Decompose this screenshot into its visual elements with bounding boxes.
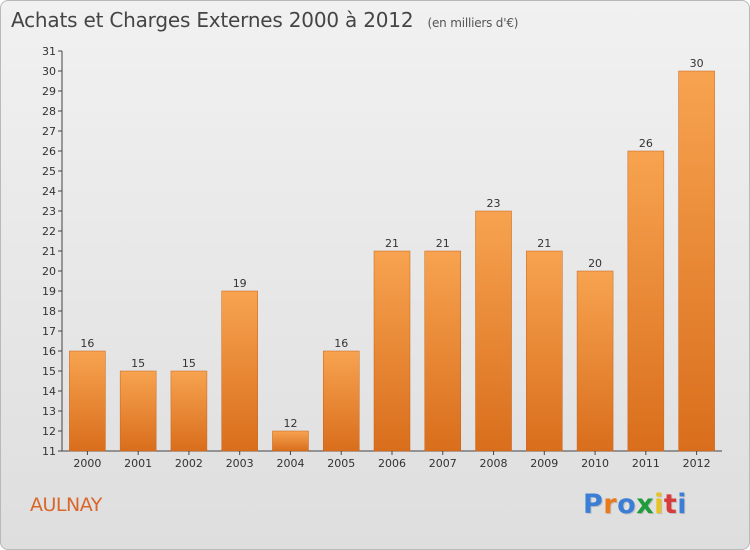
logo-letter: P bbox=[583, 489, 604, 520]
city-name: AULNAY bbox=[30, 494, 102, 516]
bar-value-label: 15 bbox=[131, 357, 145, 370]
x-tick-label: 2012 bbox=[683, 457, 711, 470]
y-tick-label: 18 bbox=[42, 305, 56, 318]
x-tick-label: 2004 bbox=[276, 457, 304, 470]
bar-2000 bbox=[69, 350, 106, 452]
x-tick-label: 2011 bbox=[632, 457, 660, 470]
logo-letter: o bbox=[617, 489, 637, 520]
y-tick-label: 19 bbox=[42, 285, 56, 298]
x-tick-label: 2002 bbox=[175, 457, 203, 470]
y-tick-label: 14 bbox=[42, 385, 56, 398]
y-tick-label: 22 bbox=[42, 225, 56, 238]
y-tick-label: 12 bbox=[42, 425, 56, 438]
bar-2003 bbox=[221, 290, 258, 452]
chart-title-main: Achats et Charges Externes 2000 à 2012 bbox=[11, 8, 414, 32]
bar-2007 bbox=[424, 250, 462, 452]
bar-value-label: 21 bbox=[537, 237, 551, 250]
logo-letter: i bbox=[654, 489, 664, 520]
y-tick-label: 28 bbox=[42, 105, 56, 118]
y-tick-label: 17 bbox=[42, 325, 56, 338]
bar-2009 bbox=[526, 250, 563, 452]
bar-value-label: 19 bbox=[233, 277, 247, 290]
logo-letter: x bbox=[636, 489, 655, 520]
bar-2001 bbox=[119, 370, 157, 452]
y-tick-label: 11 bbox=[42, 445, 56, 458]
bar-value-label: 12 bbox=[283, 417, 297, 430]
bar-value-label: 26 bbox=[639, 137, 653, 150]
proxiti-logo: Proxiti bbox=[583, 489, 687, 520]
bar-value-label: 23 bbox=[487, 197, 501, 210]
bar-value-label: 21 bbox=[436, 237, 450, 250]
y-tick-label: 16 bbox=[42, 345, 56, 358]
y-tick-label: 27 bbox=[42, 125, 56, 138]
y-tick-label: 26 bbox=[42, 145, 56, 158]
bar-2011 bbox=[627, 150, 665, 452]
bar-2004 bbox=[272, 430, 309, 452]
x-tick-label: 2008 bbox=[480, 457, 508, 470]
x-tick-label: 2010 bbox=[581, 457, 609, 470]
y-tick-label: 24 bbox=[42, 185, 56, 198]
bar-value-label: 21 bbox=[385, 237, 399, 250]
logo-letter: t bbox=[663, 489, 678, 520]
chart-title: Achats et Charges Externes 2000 à 2012 (… bbox=[11, 8, 518, 32]
bar-2002 bbox=[170, 370, 208, 452]
bar-value-label: 20 bbox=[588, 257, 602, 270]
bar-2008 bbox=[475, 210, 512, 452]
y-tick-label: 20 bbox=[42, 265, 56, 278]
x-tick-label: 2007 bbox=[429, 457, 457, 470]
bar-value-label: 16 bbox=[334, 337, 348, 350]
bar-value-label: 15 bbox=[182, 357, 196, 370]
x-tick-label: 2005 bbox=[327, 457, 355, 470]
bar-value-label: 30 bbox=[690, 57, 704, 70]
bar-2012 bbox=[678, 70, 715, 452]
bar-value-label: 16 bbox=[80, 337, 94, 350]
chart-title-unit: (en milliers d'€) bbox=[427, 16, 519, 30]
y-tick-label: 21 bbox=[42, 245, 56, 258]
y-tick-label: 29 bbox=[42, 85, 56, 98]
logo-letter: r bbox=[603, 489, 618, 520]
y-tick-label: 13 bbox=[42, 405, 56, 418]
y-tick-label: 25 bbox=[42, 165, 56, 178]
x-tick-label: 2003 bbox=[226, 457, 254, 470]
x-tick-label: 2009 bbox=[530, 457, 558, 470]
y-tick-label: 31 bbox=[42, 45, 56, 58]
y-tick-label: 30 bbox=[42, 65, 56, 78]
y-tick-label: 23 bbox=[42, 205, 56, 218]
bar-2010 bbox=[576, 270, 614, 452]
y-tick-label: 15 bbox=[42, 365, 56, 378]
x-tick-label: 2006 bbox=[378, 457, 406, 470]
bar-2006 bbox=[373, 250, 411, 452]
x-tick-label: 2001 bbox=[124, 457, 152, 470]
bar-2005 bbox=[322, 350, 360, 452]
logo-letter: i bbox=[677, 489, 688, 520]
x-tick-label: 2000 bbox=[73, 457, 101, 470]
